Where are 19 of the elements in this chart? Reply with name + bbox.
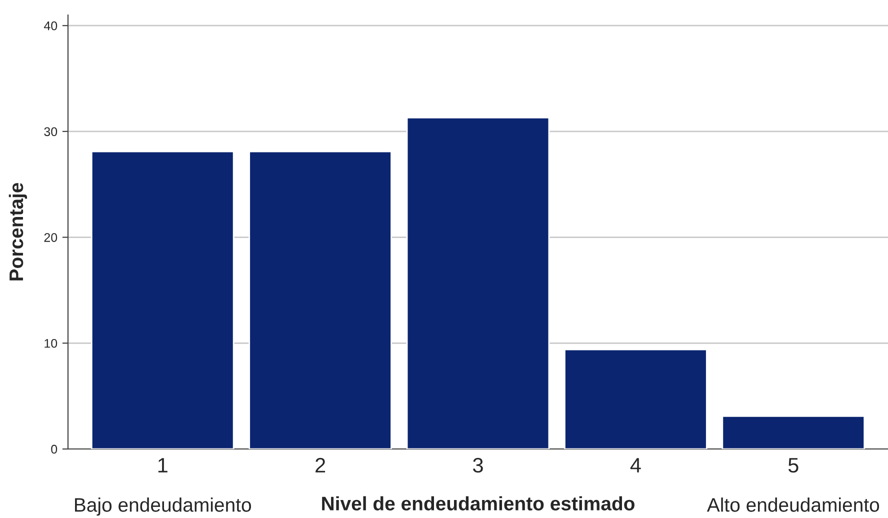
bar (564, 348, 708, 449)
y-tick-label: 40 (44, 21, 58, 30)
y-tick-label: 0 (51, 444, 58, 454)
y-tick-label: 10 (44, 338, 58, 348)
bar (406, 116, 550, 449)
x-tick-label: 3 (473, 458, 483, 473)
text: Bajo endeudamiento (75, 498, 251, 516)
text: Alto endeudamiento (706, 498, 880, 512)
x-tick-label: 5 (788, 458, 798, 473)
x-axis-title: Nivel de endeudamiento estimado (322, 496, 634, 510)
y-tick-label: 30 (44, 127, 58, 136)
y-axis-title: Porcentaje (8, 182, 28, 280)
x-tick-label: 4 (630, 458, 641, 472)
x-tick-label: 1 (158, 458, 168, 472)
y-tick-label: 20 (44, 233, 58, 242)
bar (722, 415, 866, 449)
bar (90, 150, 234, 449)
bar (248, 150, 392, 449)
x-tick-label: 2 (316, 458, 326, 472)
